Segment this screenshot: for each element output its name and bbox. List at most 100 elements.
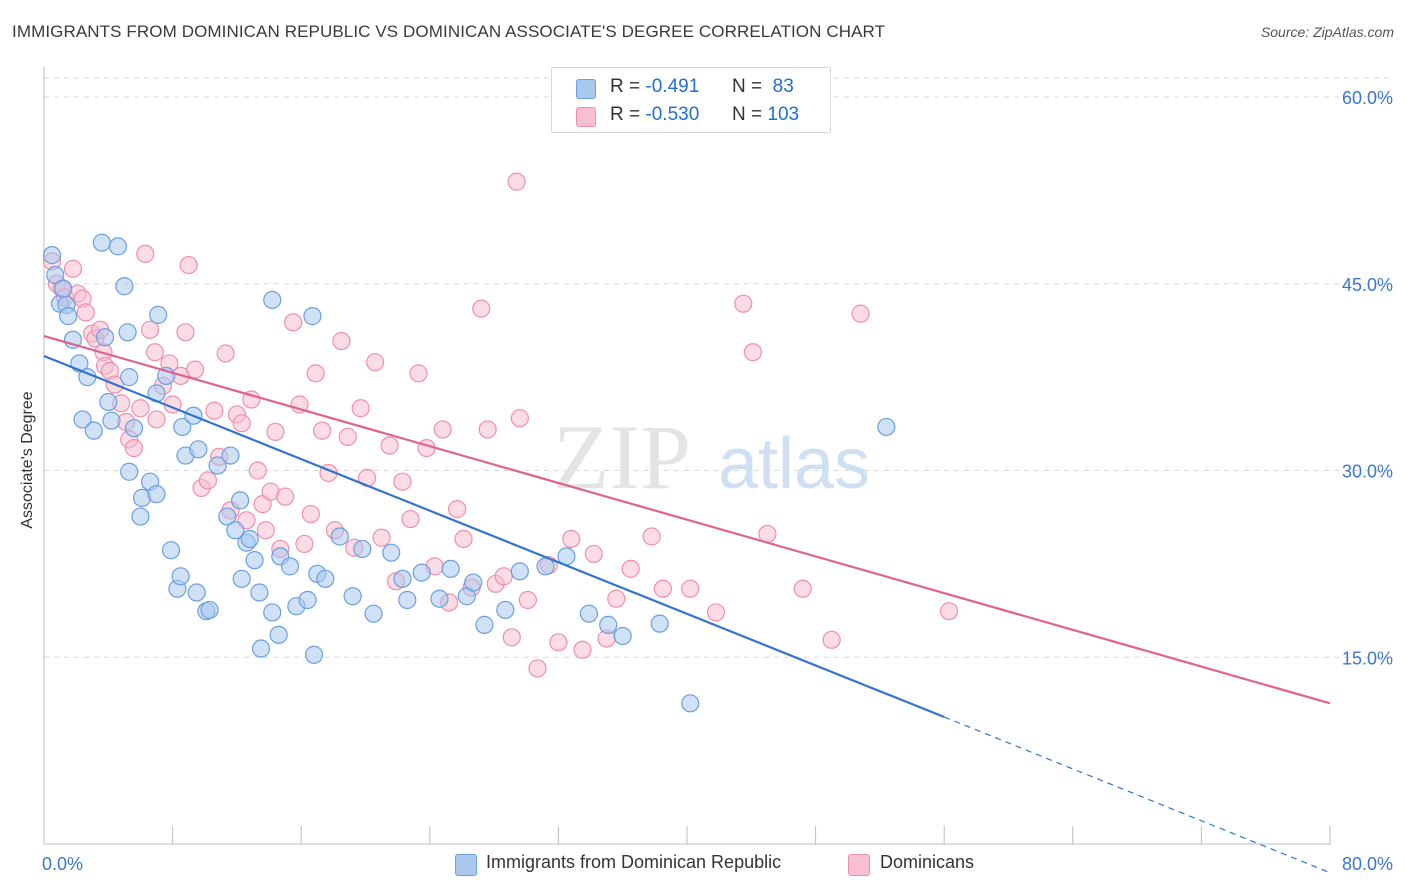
tick-labels: 15.0% 30.0% 45.0% 60.0% 0.0% 80.0% xyxy=(42,88,1393,874)
trend-line-immigrants-extension xyxy=(943,716,1331,874)
point-dominicans-80 xyxy=(510,409,529,428)
legend-r-label: R = xyxy=(610,104,641,125)
point-immigrants-0 xyxy=(42,246,62,265)
point-dominicans-33 xyxy=(205,401,224,420)
point-dominicans-40 xyxy=(242,390,261,409)
point-immigrants-34 xyxy=(189,440,208,459)
y-tick-label-1: 30.0% xyxy=(1342,462,1393,482)
point-dominicans-32 xyxy=(198,471,218,490)
watermark-zip: ZIP xyxy=(553,406,691,508)
point-immigrants-42 xyxy=(231,491,250,510)
point-immigrants-47 xyxy=(250,583,269,602)
point-dominicans-101 xyxy=(939,602,959,621)
grid-lines xyxy=(44,77,1394,658)
point-dominicans-75 xyxy=(472,299,491,318)
point-immigrants-60 xyxy=(353,539,372,559)
point-dominicans-45 xyxy=(266,422,285,442)
point-immigrants-20 xyxy=(120,462,139,481)
legend-n: N = 83 xyxy=(732,76,794,98)
point-dominicans-73 xyxy=(454,529,473,549)
legend-r: R = -0.491 xyxy=(610,76,699,98)
point-immigrants-41 xyxy=(226,521,245,540)
point-dominicans-82 xyxy=(528,659,547,678)
point-dominicans-94 xyxy=(706,603,726,622)
point-immigrants-76 xyxy=(599,615,618,634)
legend-r-value: -0.491 xyxy=(645,76,700,97)
point-immigrants-28 xyxy=(161,541,181,560)
legend-swatch-dominicans xyxy=(848,854,870,876)
point-immigrants-63 xyxy=(393,569,412,588)
point-immigrants-48 xyxy=(251,639,271,658)
point-dominicans-98 xyxy=(793,579,812,598)
legend-swatch-immigrants xyxy=(455,854,477,876)
point-dominicans-59 xyxy=(351,399,370,418)
point-immigrants-35 xyxy=(187,583,206,602)
point-dominicans-48 xyxy=(284,313,303,332)
y-axis-title: Associate's Degree xyxy=(19,391,36,529)
point-dominicans-90 xyxy=(621,559,640,578)
point-dominicans-4 xyxy=(63,259,83,278)
legend-swatch-pink xyxy=(576,107,596,127)
point-immigrants-45 xyxy=(240,529,259,549)
point-immigrants-18 xyxy=(120,368,139,387)
point-immigrants-39 xyxy=(218,507,237,526)
point-immigrants-75 xyxy=(579,604,599,623)
legend-swatch-blue xyxy=(576,79,596,99)
point-dominicans-19 xyxy=(131,399,150,418)
point-dominicans-89 xyxy=(607,589,626,608)
trend-line-immigrants xyxy=(43,354,945,719)
point-dominicans-72 xyxy=(448,499,467,519)
point-immigrants-50 xyxy=(269,625,288,644)
point-immigrants-9 xyxy=(73,410,92,429)
point-immigrants-72 xyxy=(510,562,529,581)
point-immigrants-58 xyxy=(330,527,349,546)
legend-n-label: N = xyxy=(732,104,763,125)
point-immigrants-80 xyxy=(877,417,896,437)
point-immigrants-1 xyxy=(46,265,65,285)
y-tick-label-2: 45.0% xyxy=(1342,275,1393,295)
series-legend: Immigrants from Dominican Republic Domin… xyxy=(0,852,1406,878)
point-dominicans-91 xyxy=(642,527,661,546)
point-dominicans-18 xyxy=(124,438,144,458)
point-dominicans-67 xyxy=(409,364,428,383)
legend-n-value: 103 xyxy=(767,104,800,125)
point-dominicans-57 xyxy=(338,427,357,446)
point-dominicans-53 xyxy=(312,421,332,440)
point-dominicans-35 xyxy=(216,344,235,363)
point-immigrants-78 xyxy=(650,614,669,633)
point-immigrants-82 xyxy=(263,290,282,310)
point-immigrants-44 xyxy=(232,569,251,588)
point-dominicans-78 xyxy=(494,567,513,586)
x-tick-label-1: 80.0% xyxy=(1342,854,1393,874)
point-dominicans-30 xyxy=(186,360,205,379)
point-dominicans-100 xyxy=(851,304,870,323)
point-immigrants-67 xyxy=(441,559,460,578)
point-immigrants-5 xyxy=(59,307,78,326)
legend-row-immigrants: R = -0.491 N = 83 xyxy=(552,72,830,102)
point-immigrants-38 xyxy=(208,456,227,475)
point-dominicans-7 xyxy=(76,303,95,322)
point-dominicans-99 xyxy=(822,630,841,649)
point-immigrants-65 xyxy=(412,563,431,582)
point-immigrants-12 xyxy=(95,328,115,347)
point-immigrants-69 xyxy=(464,573,483,592)
point-dominicans-47 xyxy=(276,487,295,506)
series-immigrants xyxy=(42,233,896,713)
point-dominicans-21 xyxy=(140,320,160,339)
legend-label-dominicans: Dominicans xyxy=(880,852,975,872)
point-immigrants-21 xyxy=(131,507,150,526)
point-dominicans-51 xyxy=(301,504,320,524)
legend-n-value: 83 xyxy=(772,76,794,97)
point-immigrants-54 xyxy=(298,590,317,610)
point-immigrants-79 xyxy=(681,694,700,713)
source-label: Source: ZipAtlas.com xyxy=(1260,24,1394,40)
point-dominicans-52 xyxy=(306,364,325,383)
point-dominicans-87 xyxy=(584,544,603,564)
point-dominicans-23 xyxy=(147,410,166,429)
point-immigrants-31 xyxy=(171,567,190,586)
point-immigrants-16 xyxy=(115,277,134,296)
point-dominicans-41 xyxy=(248,461,267,480)
point-dominicans-50 xyxy=(295,534,314,554)
point-dominicans-93 xyxy=(681,579,700,598)
point-immigrants-59 xyxy=(343,587,362,606)
